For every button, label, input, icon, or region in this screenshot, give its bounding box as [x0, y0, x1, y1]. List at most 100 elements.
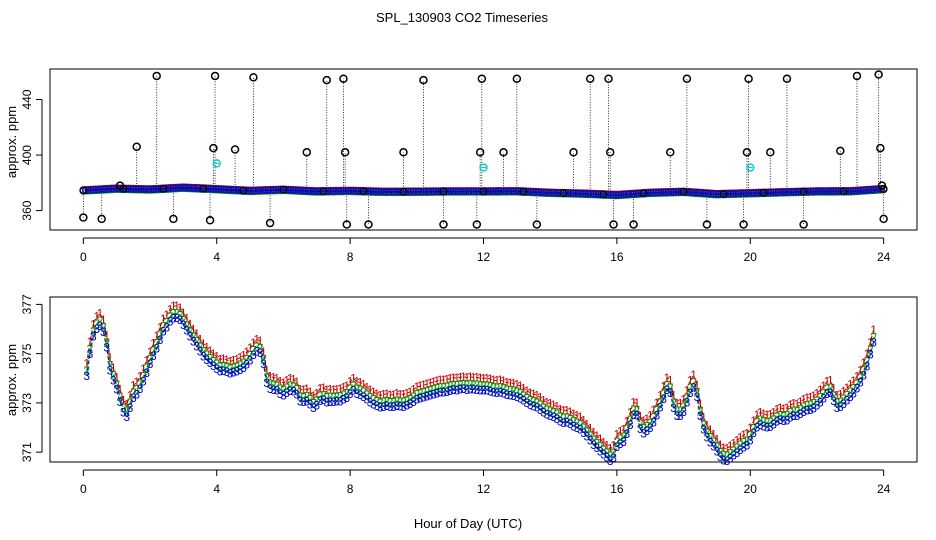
series-point-2: 2 [707, 431, 714, 445]
series-point-3: 3 [333, 395, 340, 409]
series-point-3: 3 [487, 384, 494, 398]
series-point-2: 2 [570, 414, 577, 428]
series-point-1: 1 [363, 380, 370, 394]
series-point-1: 1 [187, 317, 194, 331]
series-point-2: 2 [370, 392, 377, 406]
series-point-1: 1 [103, 328, 110, 342]
series-point-3: 3 [383, 399, 390, 413]
series-point-3: 3 [577, 422, 584, 436]
x-tick-label: 4 [213, 250, 220, 264]
series-point-1: 1 [120, 393, 127, 407]
series-point-3: 3 [303, 394, 310, 408]
series-point-1: 1 [510, 376, 517, 390]
series-point-2: 2 [574, 416, 581, 430]
series-point-2: 2 [143, 361, 150, 375]
series-point-1: 1 [210, 347, 217, 361]
series-point-2: 2 [737, 438, 744, 452]
series-point-2: 2 [590, 433, 597, 447]
series-point-1: 1 [760, 407, 767, 421]
spike-point [364, 220, 373, 229]
series-point-2: 2 [163, 315, 170, 329]
series-point-2: 2 [383, 394, 390, 408]
series-point-1: 1 [700, 410, 707, 424]
series-point-3: 3 [120, 406, 127, 420]
series-point-3: 3 [233, 365, 240, 379]
series-point-2: 2 [377, 396, 384, 410]
series-point-2: 2 [280, 383, 287, 397]
series-point-2: 2 [700, 418, 707, 432]
series-point-3: 3 [677, 409, 684, 423]
series-point-1: 1 [624, 415, 631, 429]
series-point-3: 3 [564, 416, 571, 430]
series-point-2: 2 [480, 379, 487, 393]
series-point-1: 1 [100, 313, 107, 327]
series-point-2: 2 [217, 360, 224, 374]
series-point-2: 2 [340, 388, 347, 402]
spike-point [132, 142, 141, 151]
series-point-3: 3 [400, 400, 407, 414]
series-point-1: 1 [500, 374, 507, 388]
series-point-3: 3 [584, 430, 591, 444]
series-point-1: 1 [167, 302, 174, 316]
series-point-2: 2 [283, 381, 290, 395]
top-x-axis: 0 4 8 12 16 20 24 [80, 237, 891, 264]
series-point-1: 1 [370, 385, 377, 399]
series-point-2: 2 [510, 384, 517, 398]
series-point-3: 3 [197, 345, 204, 359]
series-point-1: 1 [530, 387, 537, 401]
series-point-3: 3 [757, 418, 764, 432]
series-point-2: 2 [840, 392, 847, 406]
series-point-3: 3 [393, 399, 400, 413]
series-point-2: 2 [540, 401, 547, 415]
spike-point [209, 143, 218, 153]
series-point-1: 1 [377, 388, 384, 402]
spike-point [115, 181, 125, 190]
series-point-3: 3 [824, 387, 831, 401]
series-point-2: 2 [804, 398, 811, 412]
series-point-2: 2 [503, 383, 510, 397]
series-point-2: 2 [714, 440, 721, 454]
top-panel-marks [79, 70, 888, 229]
series-point-1: 1 [670, 389, 677, 403]
series-point-3: 3 [260, 357, 267, 371]
series-point-2: 2 [453, 378, 460, 392]
series-point-2: 2 [660, 387, 667, 401]
series-point-1: 1 [337, 382, 344, 396]
series-point-3: 3 [637, 422, 644, 436]
x-tick-label: 8 [347, 250, 354, 264]
baseline-raw-point [399, 187, 408, 196]
series-point-1: 1 [644, 412, 651, 426]
series-point-2: 2 [303, 389, 310, 403]
x-tick-label: 16 [610, 482, 624, 496]
spike-point [499, 148, 508, 157]
series-point-2: 2 [460, 377, 467, 391]
series-point-2: 2 [734, 441, 741, 455]
series-point-2: 2 [113, 378, 120, 392]
baseline-raw-point [79, 186, 88, 195]
series-point-1: 1 [600, 435, 607, 449]
series-point-2: 2 [784, 408, 791, 422]
spike-point [79, 213, 88, 222]
series-point-2: 2 [153, 337, 160, 351]
series-point-2: 2 [257, 341, 264, 355]
baseline-raw-point [279, 185, 288, 194]
series-point-1: 1 [413, 380, 420, 394]
series-point-3: 3 [320, 393, 327, 407]
series-point-2: 2 [87, 342, 94, 356]
series-point-3: 3 [807, 403, 814, 417]
bottom-plot-frame [49, 296, 918, 463]
series-point-3: 3 [830, 394, 837, 408]
series-point-2: 2 [794, 404, 801, 418]
series-point-2: 2 [857, 371, 864, 385]
series-point-1: 1 [393, 387, 400, 401]
series-point-1: 1 [190, 322, 197, 336]
series-point-2: 2 [187, 325, 194, 339]
series-point-2: 2 [240, 356, 247, 370]
series-point-1: 1 [163, 308, 170, 322]
series-point-2: 2 [157, 328, 164, 342]
series-point-1: 1 [840, 385, 847, 399]
series-point-2: 2 [847, 385, 854, 399]
spike-point [472, 220, 482, 229]
series-point-2: 2 [747, 428, 754, 442]
baseline-raw-point [679, 187, 688, 196]
